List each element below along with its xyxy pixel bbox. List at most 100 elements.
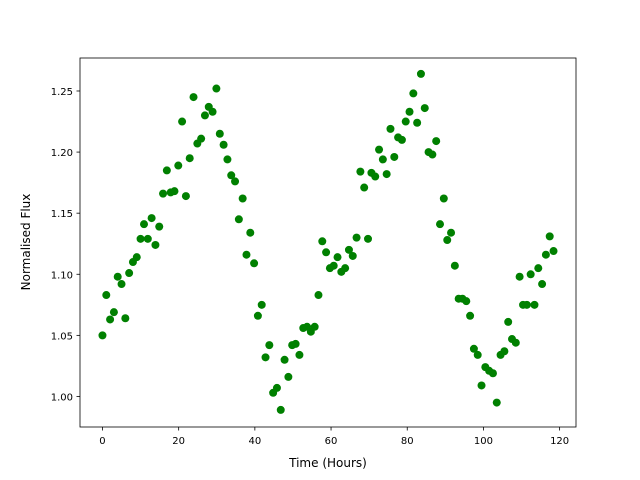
point [238,194,247,203]
point [212,84,221,93]
point [401,117,410,126]
point [200,111,209,120]
point [382,170,391,179]
point [113,272,122,281]
point [109,308,118,317]
point [117,280,126,289]
point [371,172,380,181]
point [197,134,206,143]
point [265,341,274,350]
x-tick-label: 0 [99,436,105,447]
point [436,220,444,229]
point [413,118,422,127]
point [397,135,406,144]
y-tick-label: 1.05 [51,331,73,342]
x-tick-label: 20 [172,436,185,447]
point [364,234,372,243]
x-tick-label: 40 [248,436,261,447]
x-tick-label: 60 [325,436,338,447]
point [272,383,281,392]
point [261,353,270,362]
point [348,251,357,260]
point [341,264,350,273]
point [185,154,194,163]
point [450,261,459,270]
point [344,245,353,254]
point [246,228,255,237]
point [151,240,160,249]
point [526,270,535,279]
point [208,107,217,116]
point [223,155,232,164]
point [314,291,323,300]
point [136,234,145,243]
point [541,250,550,259]
point [522,300,531,309]
point [189,93,198,102]
point [106,315,115,324]
point [162,166,171,175]
y-axis-label: Normalised Flux [19,194,33,291]
point [420,104,429,113]
point [219,140,228,149]
point [257,300,266,309]
point [280,355,289,364]
point [132,253,141,262]
plot-frame [79,57,577,428]
point [443,236,452,245]
point [140,220,148,229]
point [545,232,554,241]
point [530,300,539,309]
point [125,269,134,278]
point [466,311,475,320]
point [488,369,497,378]
point [170,187,179,196]
point [215,129,224,138]
point [234,215,243,224]
point [428,150,437,159]
point [549,247,558,256]
point [250,259,259,268]
point [181,192,190,201]
point [318,237,327,246]
point [253,311,262,320]
point [143,234,152,243]
point [511,338,520,347]
point [405,107,414,116]
point [492,398,501,407]
point [473,350,482,359]
point [356,167,365,176]
point [515,272,524,281]
point [538,280,547,289]
point [534,264,543,273]
point [378,155,387,164]
point [375,145,384,154]
point [102,291,111,300]
point [329,261,338,270]
point [333,253,342,262]
y-tick-label: 1.20 [51,148,73,159]
point [500,347,509,356]
point [121,314,130,323]
point [504,317,513,326]
point [231,177,240,186]
y-tick-label: 1.10 [51,270,73,281]
point [462,297,471,306]
point [276,405,285,414]
x-tick-label: 100 [474,436,493,447]
point [295,350,304,359]
point [322,248,331,257]
point [155,222,164,231]
y-tick-label: 1.15 [51,209,73,220]
y-tick-label: 1.25 [51,87,73,98]
point [439,194,448,203]
x-tick-label: 120 [550,436,569,447]
point [360,183,369,192]
point [447,228,456,237]
point [310,322,319,331]
point [386,124,395,133]
point [416,69,425,78]
point [291,339,300,348]
point [98,331,107,340]
x-tick-label: 80 [401,436,414,447]
